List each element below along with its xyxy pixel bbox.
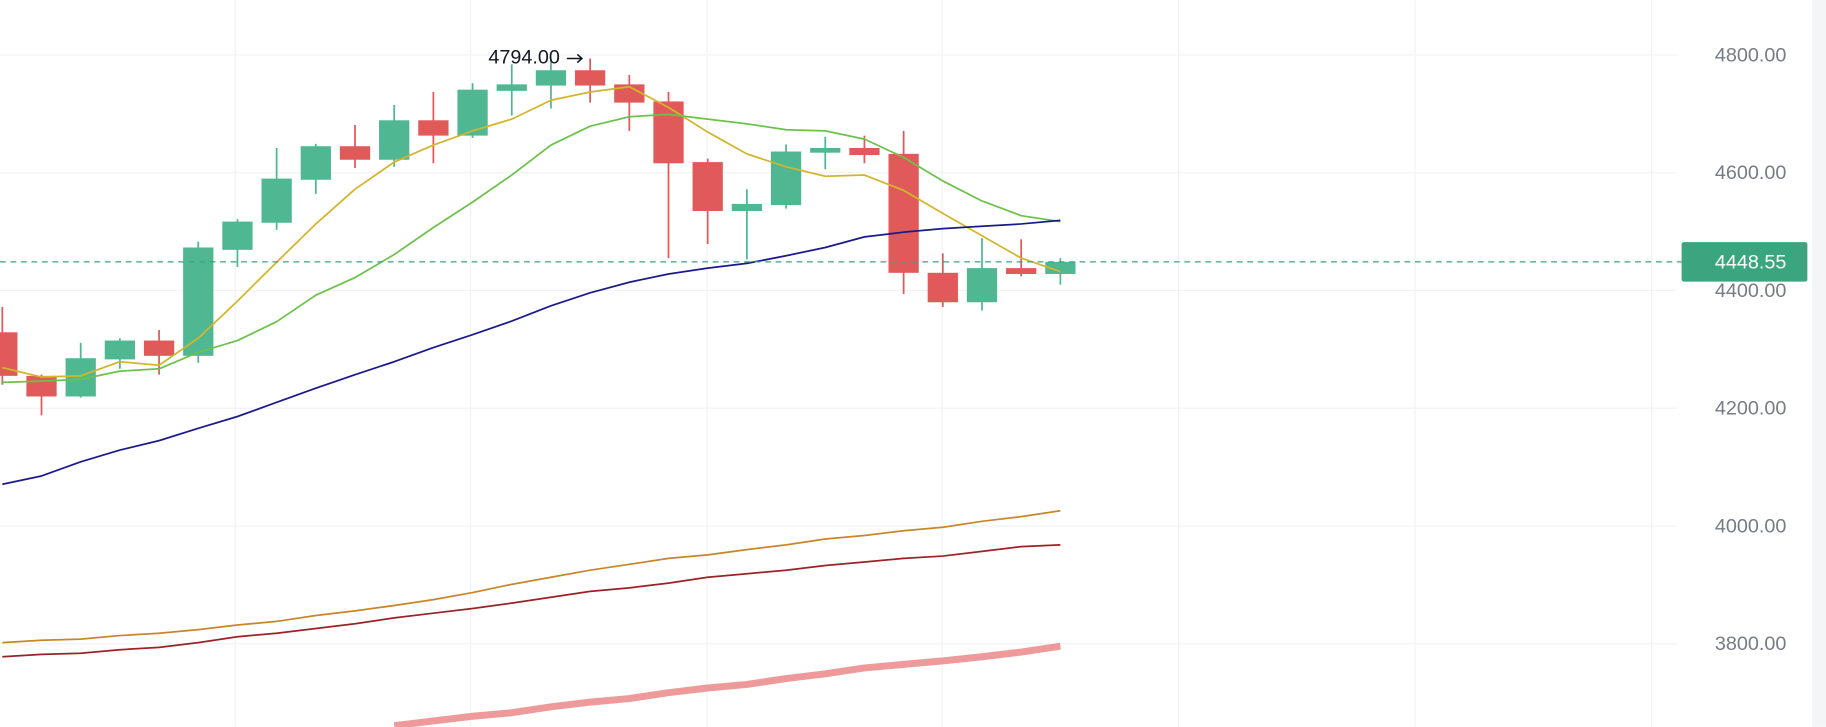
y-tick-label: 4000.00 [1715,515,1787,537]
candle-body [574,70,606,86]
candle-body [614,84,645,103]
candle-body [1006,268,1037,274]
max-price-label: 4794.00 [488,47,560,69]
ma-line [2,509,1061,644]
candle-body [849,147,880,156]
candle-body [104,340,136,360]
ma-line [2,219,1061,486]
candle-body [653,101,684,164]
last-price-label: 4448.55 [1715,251,1787,273]
ma-line [2,113,1061,384]
candle-body [535,70,567,86]
candle-body [339,146,371,160]
candle-body [261,178,292,223]
last-price-box [1681,242,1808,282]
candle-body [222,221,253,250]
candle-body [300,146,331,180]
max-arrow [566,53,584,64]
y-tick-label: 4400.00 [1715,280,1787,302]
candle-body [496,84,527,91]
candle-body [927,272,958,303]
candle-body [379,120,410,160]
vertical-grid [234,0,1652,727]
y-tick-label: 4800.00 [1715,44,1787,66]
y-tick-label: 4200.00 [1715,398,1787,420]
candle-body [1045,261,1076,274]
scrollbar [1812,0,1826,727]
ma-line [2,85,1061,378]
candle-body [457,89,488,136]
ma-line [393,642,1061,727]
candle-body [810,147,841,153]
candle-body [26,375,57,397]
candle-body [143,340,175,356]
candle-body [0,332,18,376]
candle-body [183,247,214,356]
candle-body [966,268,998,303]
candle-body [888,153,919,273]
candle-body [770,151,802,206]
ma-line [2,544,1061,658]
candle-body [692,162,723,211]
candle-body [731,203,763,211]
y-tick-label: 3800.00 [1715,633,1787,655]
candle-body [418,120,449,136]
y-tick-label: 4600.00 [1715,162,1787,184]
